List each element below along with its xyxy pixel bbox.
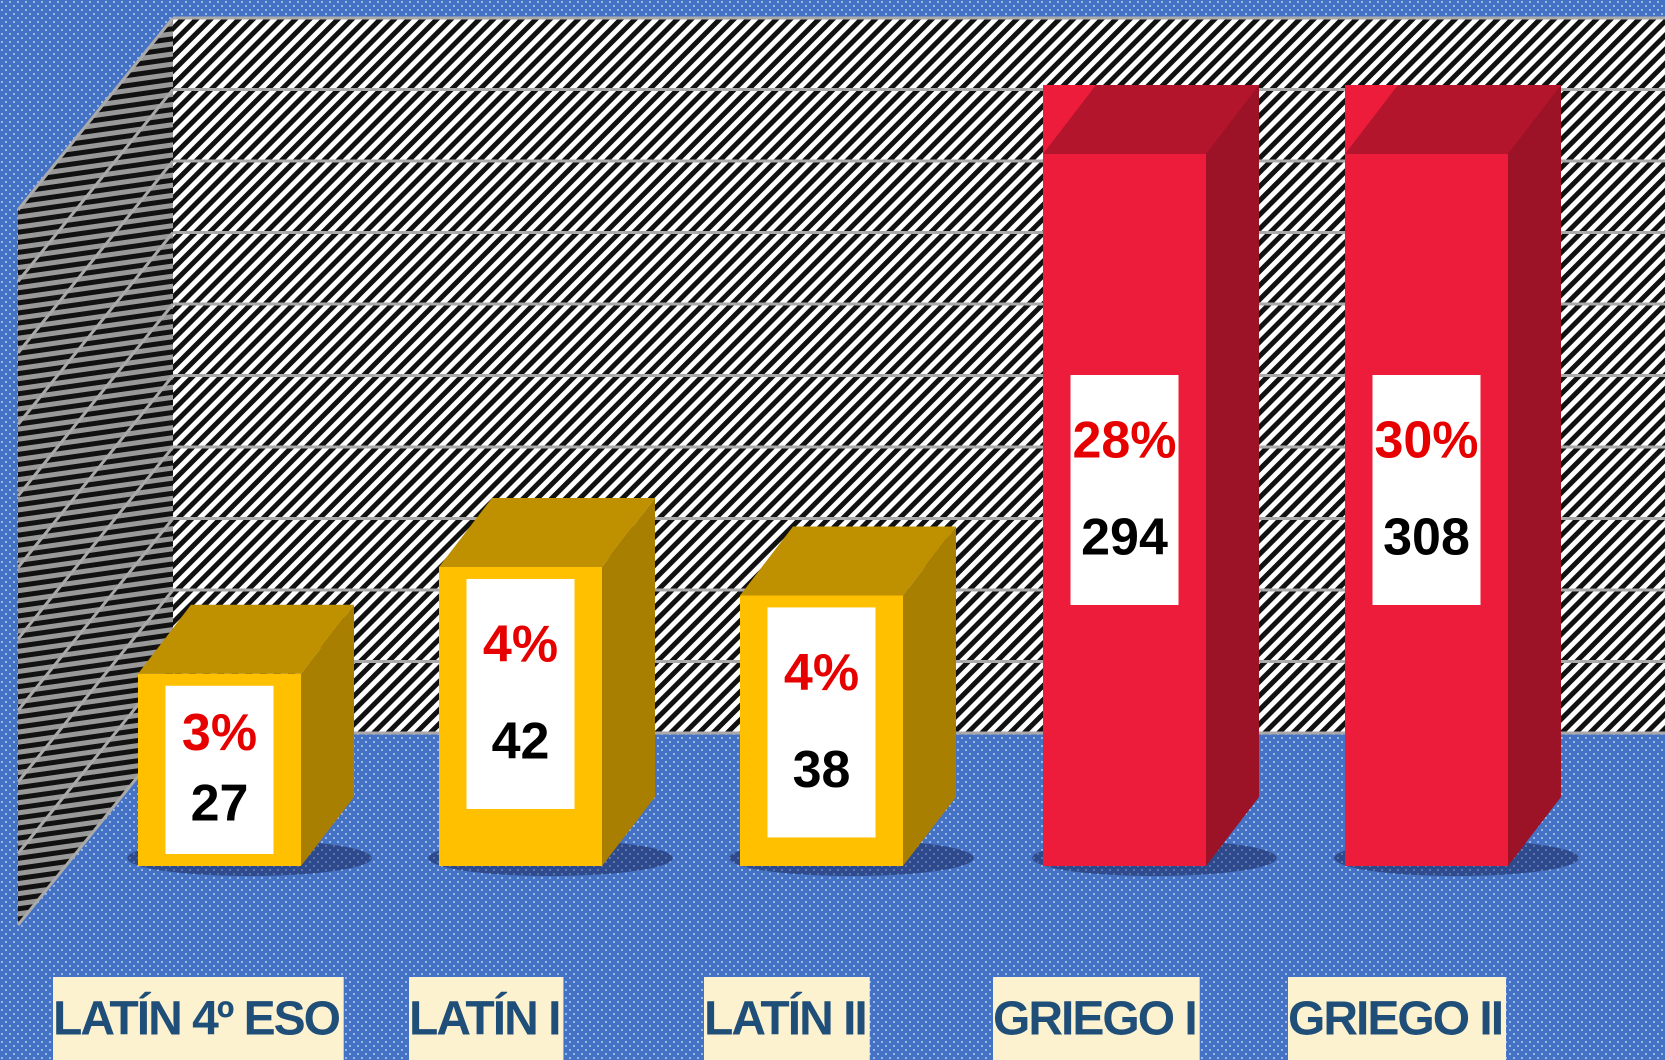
data-label-box — [1070, 375, 1179, 605]
data-label-box — [165, 685, 274, 854]
data-label-box — [466, 578, 575, 809]
share-label: 28% — [1072, 412, 1176, 470]
side-grid-line — [16, 517, 175, 712]
data-label-box — [767, 607, 876, 838]
x-label-box — [53, 977, 344, 1060]
x-tick-label: LATÍN 4º ESO — [53, 992, 340, 1046]
bar-top — [1345, 85, 1561, 154]
bar-top — [439, 497, 655, 567]
side-grid-line — [16, 446, 175, 640]
side-grid-line — [16, 160, 175, 354]
bar-side — [301, 604, 354, 866]
value-label: 42 — [492, 712, 550, 770]
x-tick-label: LATÍN II — [704, 992, 866, 1046]
data-label-box — [1372, 375, 1481, 605]
side-grid-line — [16, 589, 175, 783]
bar-top — [138, 604, 354, 674]
x-tick-label: GRIEGO I — [993, 993, 1196, 1046]
value-label: 38 — [793, 741, 851, 799]
bar-side — [602, 497, 655, 866]
side-grid-line — [16, 17, 175, 211]
x-label-box — [1288, 977, 1507, 1060]
value-label: 294 — [1081, 508, 1168, 566]
value-label: 27 — [191, 775, 249, 833]
x-tick-label: GRIEGO II — [1288, 993, 1502, 1046]
bar-top — [740, 526, 956, 596]
bar-top — [1043, 85, 1259, 154]
x-label-box — [993, 977, 1200, 1060]
bar-side — [1206, 85, 1259, 866]
bar-side — [1508, 85, 1561, 866]
value-label: 308 — [1383, 508, 1470, 566]
side-grid-line — [16, 88, 175, 283]
x-label-box — [704, 977, 870, 1060]
share-label: 30% — [1374, 412, 1478, 470]
x-tick-label: LATÍN I — [409, 992, 559, 1046]
side-grid-line — [16, 303, 175, 497]
side-grid-line — [16, 374, 175, 569]
x-label-box — [409, 977, 564, 1060]
share-label: 4% — [483, 616, 558, 674]
share-label: 3% — [182, 704, 257, 762]
bar-side — [903, 526, 956, 866]
side-grid-line — [16, 231, 175, 426]
share-label: 4% — [784, 644, 859, 702]
